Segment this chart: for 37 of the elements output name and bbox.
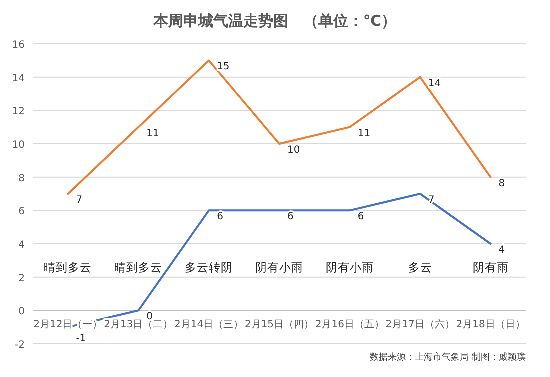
x-tick-label: 2月16日（五） (315, 320, 384, 331)
annotation: 阴有小雨 (256, 260, 304, 274)
annotation: 晴到多云 (114, 260, 163, 274)
chart-title: 本周申城气温走势图 （单位：℃） (152, 12, 397, 30)
line-series (67, 60, 492, 195)
y-tick-label: -2 (15, 340, 25, 351)
y-tick-label: 10 (12, 140, 25, 151)
source-note: 数据来源：上海市气象局 制图：戚颖璞 (370, 352, 526, 363)
y-tick-label: 12 (12, 106, 25, 118)
x-tick-label: 2月14日（三） (174, 320, 244, 331)
annotation: 阴有小雨 (326, 260, 374, 274)
data-label: 8 (498, 178, 506, 190)
y-tick-label: 14 (12, 73, 25, 84)
y-tick-label: 2 (18, 273, 25, 284)
data-label: 10 (288, 145, 300, 156)
data-label: 11 (146, 128, 160, 140)
data-label: -1 (76, 333, 86, 344)
data-label: 4 (498, 245, 506, 256)
y-tick-label: 8 (18, 173, 25, 184)
y-tick-label: 6 (18, 206, 25, 218)
x-tick-label: 2月18日（日） (456, 320, 526, 331)
data-label: 6 (217, 212, 224, 223)
data-label: 6 (288, 212, 294, 223)
data-label: 6 (358, 212, 364, 223)
data-label: 11 (358, 128, 371, 140)
data-label: 15 (217, 62, 230, 73)
annotation: 晴到多云 (44, 260, 92, 274)
y-tick-label: 0 (18, 306, 25, 318)
annotation: 阴有雨 (472, 260, 509, 274)
y-tick-label: 4 (18, 240, 25, 251)
annotation: 多云 (408, 260, 432, 274)
x-tick-label: 2月17日（六） (386, 318, 455, 331)
data-label: 7 (76, 195, 83, 206)
annotation: 多云转阴 (185, 260, 234, 274)
data-label: 14 (428, 78, 442, 90)
x-tick-label: 2月15日（四） (244, 320, 314, 331)
y-tick-label: 16 (12, 40, 25, 51)
